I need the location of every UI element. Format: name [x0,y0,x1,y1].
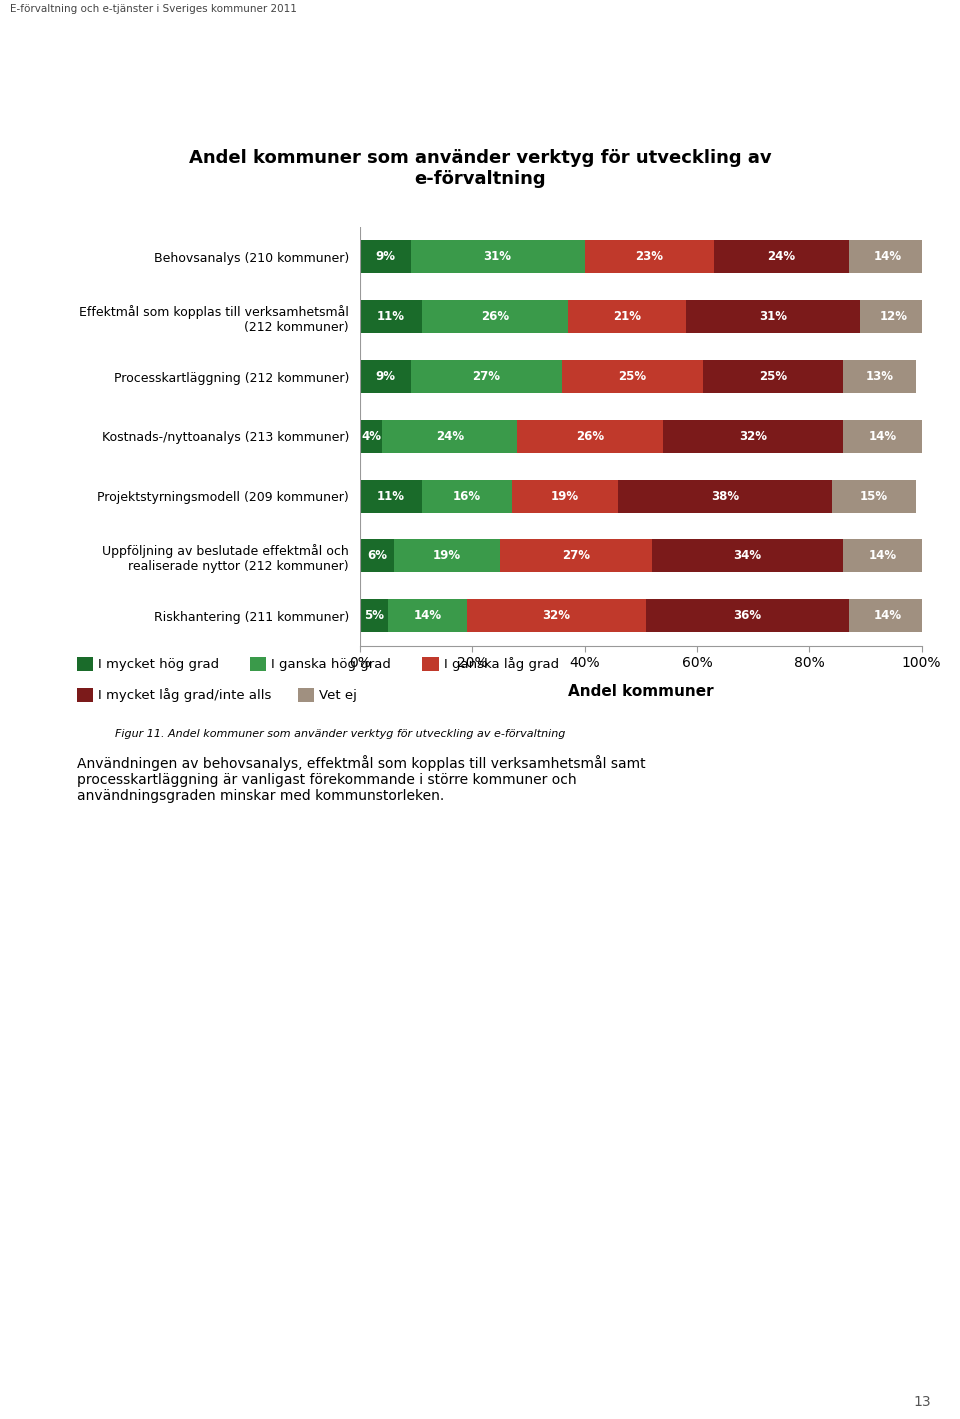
Bar [360,480,421,512]
Text: 27%: 27% [472,370,500,383]
Bar [843,360,916,393]
Text: 31%: 31% [484,250,512,264]
Text: 13: 13 [914,1395,931,1409]
Text: Vet ej: Vet ej [319,688,356,702]
Bar [849,240,927,274]
Bar [843,539,922,572]
Bar [652,539,843,572]
Bar [360,599,388,633]
Bar [360,539,394,572]
Text: 38%: 38% [711,490,739,502]
Bar [360,420,382,453]
Bar [411,360,563,393]
Bar [714,240,849,274]
Bar [567,301,685,333]
Text: 14%: 14% [874,609,902,623]
Text: 16%: 16% [453,490,481,502]
Text: 19%: 19% [551,490,579,502]
Bar [517,420,663,453]
Text: Användningen av behovsanalys, effektmål som kopplas till verksamhetsmål samt
pro: Användningen av behovsanalys, effektmål … [77,755,645,803]
Text: 26%: 26% [576,430,604,443]
Text: 14%: 14% [874,250,902,264]
Bar [563,360,703,393]
Text: 23%: 23% [636,250,663,264]
Bar [388,599,467,633]
Text: 24%: 24% [436,430,464,443]
Bar [685,301,860,333]
Text: 15%: 15% [860,490,888,502]
Text: 4%: 4% [361,430,381,443]
Text: 14%: 14% [868,430,897,443]
Bar [411,240,585,274]
Text: 12%: 12% [879,311,907,324]
Text: 14%: 14% [868,549,897,562]
Text: 21%: 21% [612,311,640,324]
Bar [394,539,500,572]
Text: 27%: 27% [563,549,590,562]
Text: Figur 11. Andel kommuner som använder verktyg för utveckling av e-förvaltning: Figur 11. Andel kommuner som använder ve… [115,729,565,739]
Bar [421,480,512,512]
Text: 14%: 14% [414,609,442,623]
Text: Andel kommuner som använder verktyg för utveckling av
e-förvaltning: Andel kommuner som använder verktyg för … [189,149,771,187]
Text: I mycket låg grad/inte alls: I mycket låg grad/inte alls [98,688,272,702]
Text: I ganska hög grad: I ganska hög grad [271,657,391,671]
Bar [585,240,714,274]
Bar [646,599,849,633]
Text: 5%: 5% [364,609,384,623]
Text: E-förvaltning och e-tjänster i Sveriges kommuner 2011: E-förvaltning och e-tjänster i Sveriges … [10,3,297,14]
Text: 24%: 24% [767,250,795,264]
Text: 32%: 32% [739,430,767,443]
Text: 25%: 25% [758,370,787,383]
Text: 9%: 9% [375,250,396,264]
Bar [703,360,843,393]
Text: 32%: 32% [542,609,570,623]
Text: 11%: 11% [377,490,405,502]
Bar [360,240,411,274]
Text: 36%: 36% [733,609,761,623]
Bar [663,420,843,453]
Text: I ganska låg grad: I ganska låg grad [444,657,559,671]
Text: 25%: 25% [618,370,646,383]
Text: 34%: 34% [733,549,761,562]
Bar [843,420,922,453]
Text: 19%: 19% [433,549,461,562]
Bar [421,301,567,333]
Bar [360,301,421,333]
Bar [500,539,652,572]
Text: 13%: 13% [866,370,894,383]
Bar [860,301,927,333]
Bar [360,360,411,393]
Text: 11%: 11% [377,311,405,324]
Bar [382,420,517,453]
Text: 9%: 9% [375,370,396,383]
Bar [618,480,831,512]
Text: 26%: 26% [481,311,509,324]
Text: 31%: 31% [758,311,787,324]
Text: 6%: 6% [367,549,387,562]
X-axis label: Andel kommuner: Andel kommuner [568,684,713,700]
Bar [849,599,927,633]
Bar [831,480,916,512]
Bar [467,599,646,633]
Text: I mycket hög grad: I mycket hög grad [98,657,219,671]
Bar [512,480,618,512]
